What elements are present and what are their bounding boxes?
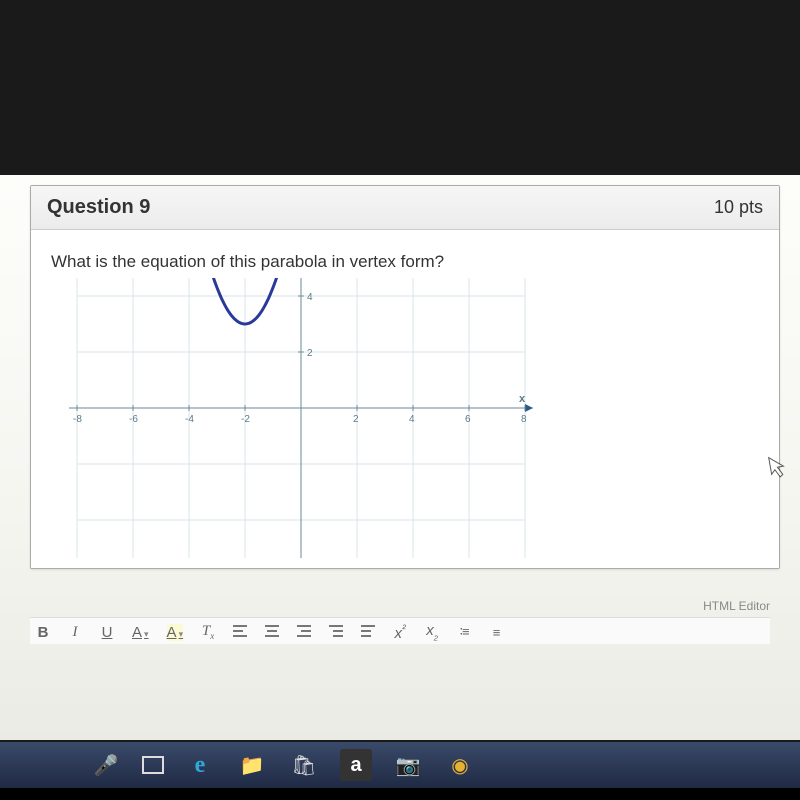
parabola-graph: 2468-8-6-4-22468yx — [51, 278, 551, 558]
bezel-bottom — [0, 788, 800, 800]
svg-text:-8: -8 — [73, 414, 82, 425]
amazon-icon[interactable]: a — [340, 749, 372, 781]
svg-text:4: 4 — [409, 414, 415, 425]
explorer-icon[interactable]: 📁 — [236, 749, 268, 781]
graph-container: 2468-8-6-4-22468yx — [51, 278, 759, 558]
editor-toolbar: B I U A A Tx x² x₂ ∶≡ ≡ — [30, 617, 770, 644]
task-view-icon[interactable] — [142, 756, 164, 774]
question-card: Question 9 10 pts What is the equation o… — [30, 185, 780, 569]
indent-button[interactable] — [329, 624, 343, 641]
question-prompt: What is the equation of this parabola in… — [51, 252, 759, 272]
bullet-list-button[interactable]: ∶≡ — [457, 624, 471, 640]
question-header: Question 9 10 pts — [31, 186, 779, 230]
svg-text:-4: -4 — [185, 414, 194, 425]
underline-button[interactable]: U — [100, 624, 114, 641]
bg-color-button[interactable]: A — [167, 624, 184, 641]
editor-mode-label[interactable]: HTML Editor — [30, 599, 770, 613]
italic-button[interactable]: I — [68, 624, 82, 641]
question-body: What is the equation of this parabola in… — [31, 230, 779, 568]
chrome-icon[interactable]: ◉ — [444, 749, 476, 781]
subscript-button[interactable]: x₂ — [425, 622, 439, 642]
question-title: Question 9 — [47, 196, 150, 219]
align-center-button[interactable] — [265, 624, 279, 641]
align-left-button[interactable] — [233, 624, 247, 641]
svg-text:6: 6 — [465, 414, 471, 425]
mic-icon[interactable]: 🎤 — [90, 749, 122, 781]
number-list-button[interactable]: ≡ — [489, 625, 503, 640]
bold-button[interactable]: B — [36, 624, 50, 641]
svg-text:4: 4 — [307, 292, 313, 303]
clear-format-button[interactable]: Tx — [201, 623, 215, 641]
svg-text:x: x — [519, 393, 526, 405]
store-icon[interactable]: 🛍 — [288, 749, 320, 781]
superscript-button[interactable]: x² — [393, 623, 407, 642]
windows-taskbar[interactable]: 🎤 e 📁 🛍 a 📷 ◉ — [0, 742, 800, 788]
svg-text:2: 2 — [307, 348, 313, 359]
rich-text-editor[interactable]: HTML Editor B I U A A Tx x² x₂ ∶≡ ≡ — [30, 599, 780, 644]
align-right-button[interactable] — [297, 624, 311, 641]
text-color-button[interactable]: A — [132, 624, 149, 641]
svg-text:2: 2 — [353, 414, 359, 425]
question-points: 10 pts — [714, 197, 763, 218]
edge-icon[interactable]: e — [184, 749, 216, 781]
svg-text:-6: -6 — [129, 414, 138, 425]
outdent-button[interactable] — [361, 624, 375, 641]
svg-text:-2: -2 — [241, 414, 250, 425]
svg-text:8: 8 — [521, 414, 527, 425]
camera-icon[interactable]: 📷 — [392, 749, 424, 781]
